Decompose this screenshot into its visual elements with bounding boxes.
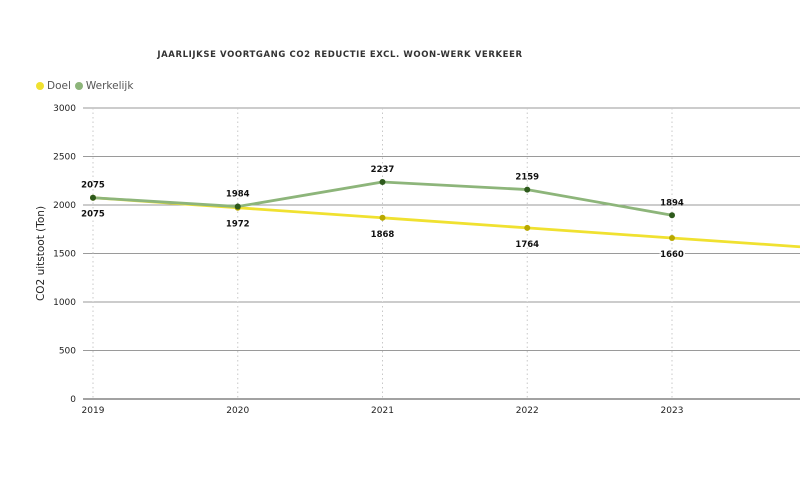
x-tick-label: 2020 [226,406,249,416]
x-tick-label: 2019 [82,406,105,416]
data-label-doel: 1660 [660,250,684,260]
grid-layer [83,107,800,400]
data-point-werkelijk[interactable] [379,179,386,186]
data-label-werkelijk: 1984 [226,190,250,200]
data-label-doel: 1868 [371,230,395,240]
x-tick-label: 2022 [516,406,539,416]
legend-swatch-doel [36,82,44,90]
legend-swatch-werkelijk [74,82,83,90]
legend-item-werkelijk[interactable]: Werkelijk [74,80,134,92]
data-point-werkelijk[interactable] [234,203,241,210]
data-label-doel: 1764 [515,240,539,250]
legend-label-doel: Doel [47,80,71,92]
legend-label-werkelijk: Werkelijk [85,80,134,92]
data-point-doel[interactable] [524,224,531,231]
y-axis-title: CO2 uitstoot (Ton) [35,206,47,301]
legend: Doel Werkelijk [36,80,137,92]
data-label-doel: 1972 [226,220,250,230]
y-tick-label: 500 [59,347,76,357]
data-label-werkelijk: 2237 [371,165,395,175]
data-label-doel: 2075 [81,210,105,220]
legend-item-doel[interactable]: Doel [36,80,71,92]
y-tick-label: 3000 [53,104,76,114]
data-label-werkelijk: 1894 [660,198,684,208]
axis-layer: 0 500 1000 1500 2000 2500 3000 2019 2020 2021 2022… [35,104,683,416]
x-tick-label: 2021 [371,406,394,416]
data-point-doel[interactable] [379,214,386,221]
series-layer [91,180,800,249]
y-tick-label: 2500 [53,153,76,163]
data-point-werkelijk[interactable] [90,194,96,201]
marker-layer [90,179,675,241]
y-tick-label: 0 [70,395,76,405]
data-point-doel[interactable] [669,234,675,241]
data-point-werkelijk[interactable] [669,212,675,219]
y-tick-label: 1500 [53,250,76,260]
y-tick-label: 1000 [53,298,76,308]
data-label-werkelijk: 2075 [81,181,105,191]
y-tick-label: 2000 [53,201,76,211]
data-label-werkelijk: 2159 [515,173,539,183]
label-layer: 2075 1984 2237 2159 1894 2075 1972 1868 1764 1660 [80,165,686,261]
data-point-werkelijk[interactable] [524,186,531,193]
x-tick-label: 2023 [661,406,684,416]
chart-title: JAARLIJKSE VOORTGANG CO2 REDUCTIE EXCL. … [157,50,523,60]
